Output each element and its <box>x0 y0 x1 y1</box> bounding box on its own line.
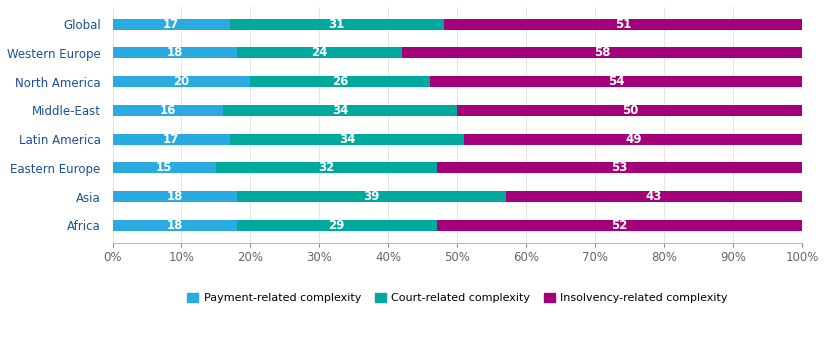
Text: 20: 20 <box>173 75 190 88</box>
Text: 18: 18 <box>166 46 183 59</box>
Text: 43: 43 <box>646 190 662 203</box>
Bar <box>112 191 237 202</box>
Bar <box>237 191 506 202</box>
Text: 54: 54 <box>608 75 624 88</box>
Bar <box>437 220 802 231</box>
Text: 51: 51 <box>615 18 631 31</box>
Text: 16: 16 <box>159 104 176 117</box>
Text: 29: 29 <box>329 219 345 232</box>
Bar <box>112 162 216 173</box>
Text: 26: 26 <box>332 75 349 88</box>
Text: 24: 24 <box>311 46 328 59</box>
Legend: Payment-related complexity, Court-related complexity, Insolvency-related complex: Payment-related complexity, Court-relate… <box>183 289 732 308</box>
Bar <box>464 134 802 144</box>
Bar <box>230 134 464 144</box>
Bar <box>216 162 437 173</box>
Text: 17: 17 <box>163 18 179 31</box>
Text: 58: 58 <box>594 46 610 59</box>
Bar <box>250 76 430 87</box>
Bar <box>402 47 802 58</box>
Bar <box>437 162 802 173</box>
Text: 31: 31 <box>329 18 344 31</box>
Text: 39: 39 <box>363 190 379 203</box>
Text: 32: 32 <box>318 161 335 174</box>
Bar <box>230 19 444 30</box>
Bar <box>112 134 230 144</box>
Text: 18: 18 <box>166 219 183 232</box>
Bar <box>112 19 230 30</box>
Text: 17: 17 <box>163 133 179 145</box>
Bar <box>506 191 802 202</box>
Text: 52: 52 <box>611 219 628 232</box>
Text: 18: 18 <box>166 190 183 203</box>
Bar <box>458 105 802 116</box>
Bar <box>444 19 802 30</box>
Text: 15: 15 <box>156 161 173 174</box>
Text: 53: 53 <box>611 161 628 174</box>
Text: 34: 34 <box>339 133 355 145</box>
Bar <box>237 220 437 231</box>
Bar <box>430 76 802 87</box>
Bar <box>112 105 223 116</box>
Bar <box>237 47 402 58</box>
Text: 49: 49 <box>625 133 642 145</box>
Bar <box>223 105 458 116</box>
Text: 34: 34 <box>332 104 349 117</box>
Text: 50: 50 <box>622 104 638 117</box>
Bar <box>112 76 250 87</box>
Bar <box>112 47 237 58</box>
Bar <box>112 220 237 231</box>
